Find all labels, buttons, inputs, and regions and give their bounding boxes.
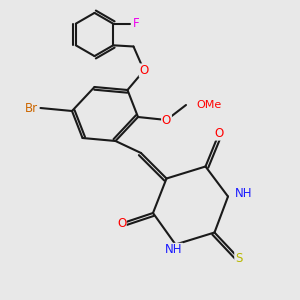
Text: NH: NH: [165, 243, 183, 256]
Text: O: O: [162, 113, 171, 127]
Text: OMe: OMe: [196, 100, 222, 110]
Text: O: O: [140, 64, 148, 77]
Text: F: F: [133, 17, 139, 30]
Text: S: S: [235, 251, 242, 265]
Text: O: O: [117, 217, 126, 230]
Text: O: O: [214, 127, 224, 140]
Text: NH: NH: [235, 187, 252, 200]
Text: O: O: [162, 113, 171, 127]
Text: Br: Br: [24, 101, 38, 115]
